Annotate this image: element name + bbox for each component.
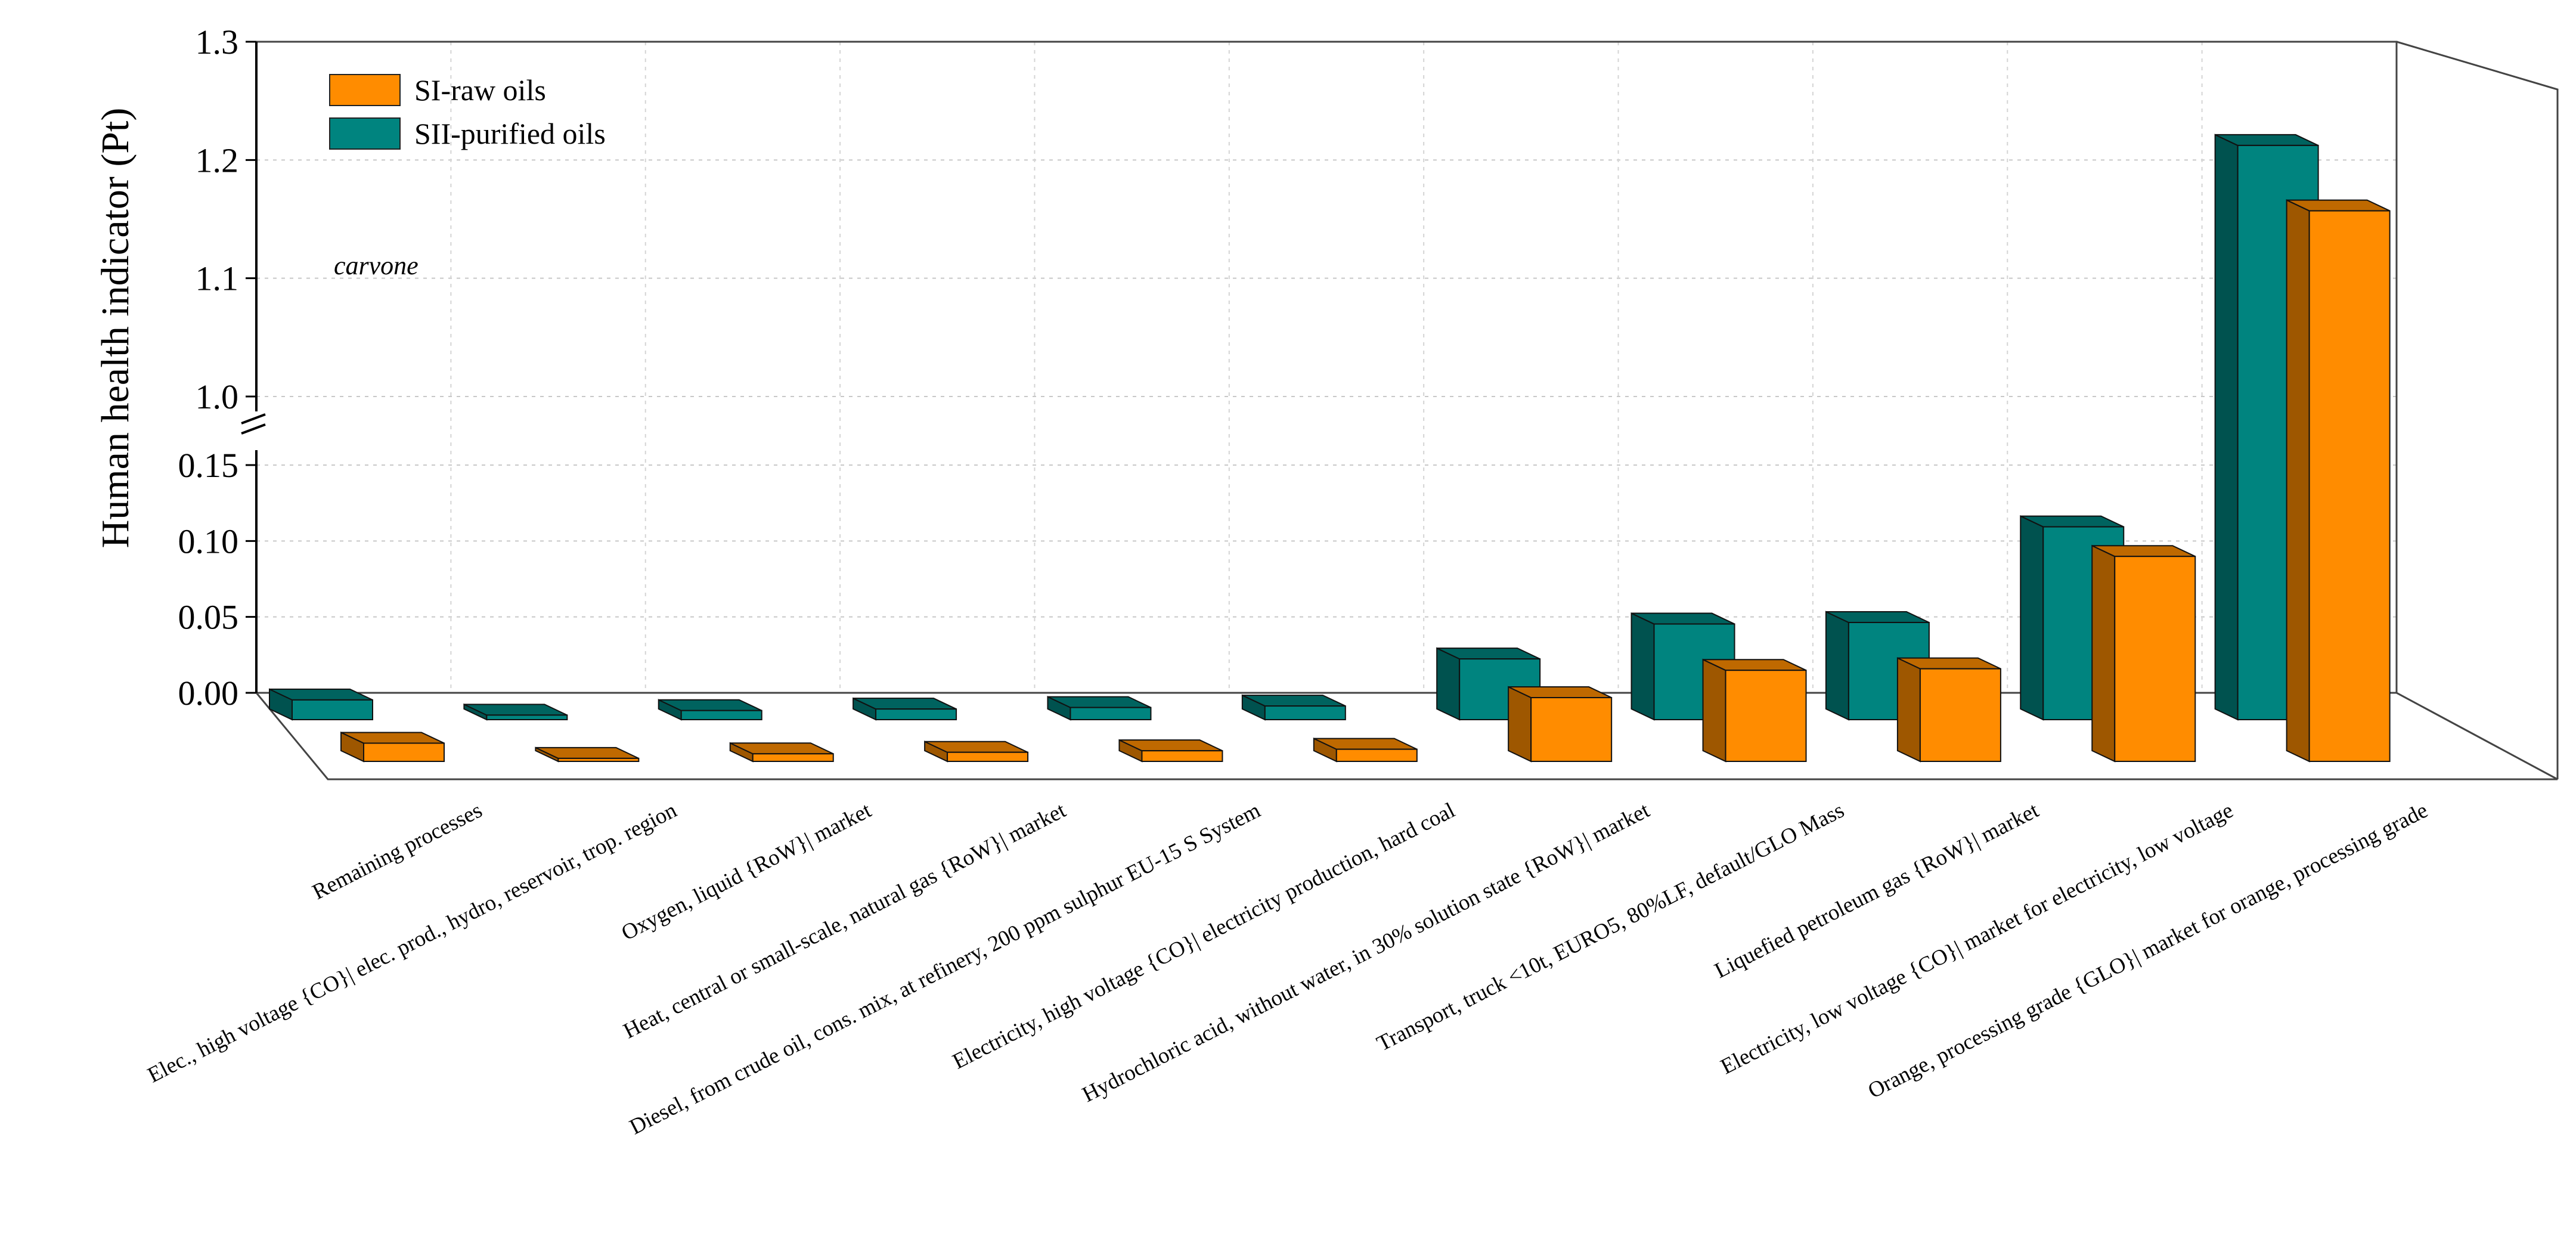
- bar-sii-purified-4-front: [1070, 707, 1152, 721]
- y-tick-label-upper-3: 1.3: [196, 23, 239, 61]
- bar-sii-purified-2: [658, 699, 762, 721]
- legend-label-sii-purified: SII-purified oils: [414, 117, 606, 150]
- legend-swatch-sii-purified: [329, 117, 401, 150]
- bar-sii-purified-2-front: [680, 710, 762, 720]
- y-axis-label: Human health indicator (Pt): [94, 108, 137, 549]
- bar-sii-purified-1: [463, 703, 568, 721]
- y-tick-label-upper-1: 1.1: [196, 259, 239, 298]
- bar-si-raw-0: [340, 731, 445, 763]
- legend-label-si-raw: SI-raw oils: [414, 73, 546, 107]
- y-tick-label-lower-3: 0.15: [178, 446, 239, 485]
- bar-si-raw-7-front: [1725, 670, 1807, 762]
- bar-si-raw-10-front: [2308, 210, 2391, 763]
- bar-sii-purified-8-side: [1825, 611, 1849, 721]
- bar-si-raw-6-front: [1530, 697, 1613, 763]
- bar-sii-purified-5-front: [1264, 705, 1346, 720]
- bar-sii-purified-7-side: [1630, 612, 1655, 721]
- side-wall-frame: [2396, 41, 2559, 779]
- bar-si-raw-6-side: [1508, 686, 1532, 763]
- bar-si-raw-7: [1702, 658, 1807, 763]
- bar-sii-purified-10-side: [2214, 134, 2239, 721]
- bar-si-raw-0-front: [363, 742, 445, 762]
- axis-break-mark-upper: [241, 413, 266, 425]
- bar-si-raw-8-side: [1896, 657, 1921, 763]
- x-tick-label-0: Remaining processes: [309, 798, 486, 904]
- bar-si-raw-3-front: [947, 751, 1029, 762]
- chart-annotation: carvone: [334, 251, 419, 280]
- legend-swatch-si-raw: [329, 74, 401, 106]
- bar-sii-purified-4: [1047, 696, 1152, 721]
- bars-layer: [269, 134, 2391, 763]
- bar-si-raw-1: [535, 746, 640, 763]
- axes-layer: [241, 41, 2559, 780]
- bar-si-raw-9-side: [2091, 544, 2116, 763]
- bar-si-raw-9-front: [2114, 556, 2196, 762]
- y-tick-label-upper-2: 1.2: [196, 141, 239, 179]
- bar-si-raw-4-front: [1141, 750, 1223, 763]
- y-tick-label-lower-0: 0.00: [178, 674, 239, 713]
- floor-outline: [254, 692, 2558, 780]
- bar-sii-purified-6-side: [1436, 647, 1461, 721]
- bar-sii-purified-3: [853, 697, 957, 721]
- bar-sii-purified-0-front: [292, 699, 373, 720]
- bar-si-raw-1-front: [557, 757, 640, 762]
- y-tick-label-lower-1: 0.05: [178, 598, 239, 637]
- bar-si-raw-7-side: [1702, 658, 1726, 763]
- bar-sii-purified-0: [269, 688, 373, 721]
- bar-si-raw-6: [1508, 686, 1613, 763]
- legend: SI-raw oils SII-purified oils: [329, 73, 606, 150]
- bar-si-raw-4: [1118, 739, 1223, 763]
- bar-si-raw-9: [2091, 544, 2196, 763]
- bar-si-raw-5: [1313, 738, 1418, 763]
- bar-si-raw-5-front: [1335, 748, 1418, 763]
- bar-si-raw-10: [2286, 199, 2391, 763]
- bar-sii-purified-1-front: [486, 714, 568, 720]
- bar-si-raw-8-front: [1919, 668, 2001, 762]
- axis-break-mark-lower: [241, 423, 266, 435]
- bar-si-raw-3: [924, 741, 1029, 763]
- x-tick-label-8: Liquefied petroleum gas {RoW}| market: [1711, 798, 2043, 983]
- x-tick-label-4: Diesel, from crude oil, cons. mix, at re…: [626, 798, 1264, 1139]
- bar-si-raw-2-front: [752, 753, 834, 763]
- bar-si-raw-8: [1896, 657, 2001, 763]
- y-tick-label-lower-2: 0.10: [178, 522, 239, 560]
- bar-sii-purified-3-front: [875, 708, 957, 721]
- bar-si-raw-2: [729, 742, 834, 763]
- y-tick-label-upper-0: 1.0: [196, 377, 239, 416]
- bar-si-raw-10-side: [2286, 199, 2310, 763]
- bar-sii-purified-9-side: [2020, 515, 2044, 721]
- bar-sii-purified-5: [1241, 694, 1346, 721]
